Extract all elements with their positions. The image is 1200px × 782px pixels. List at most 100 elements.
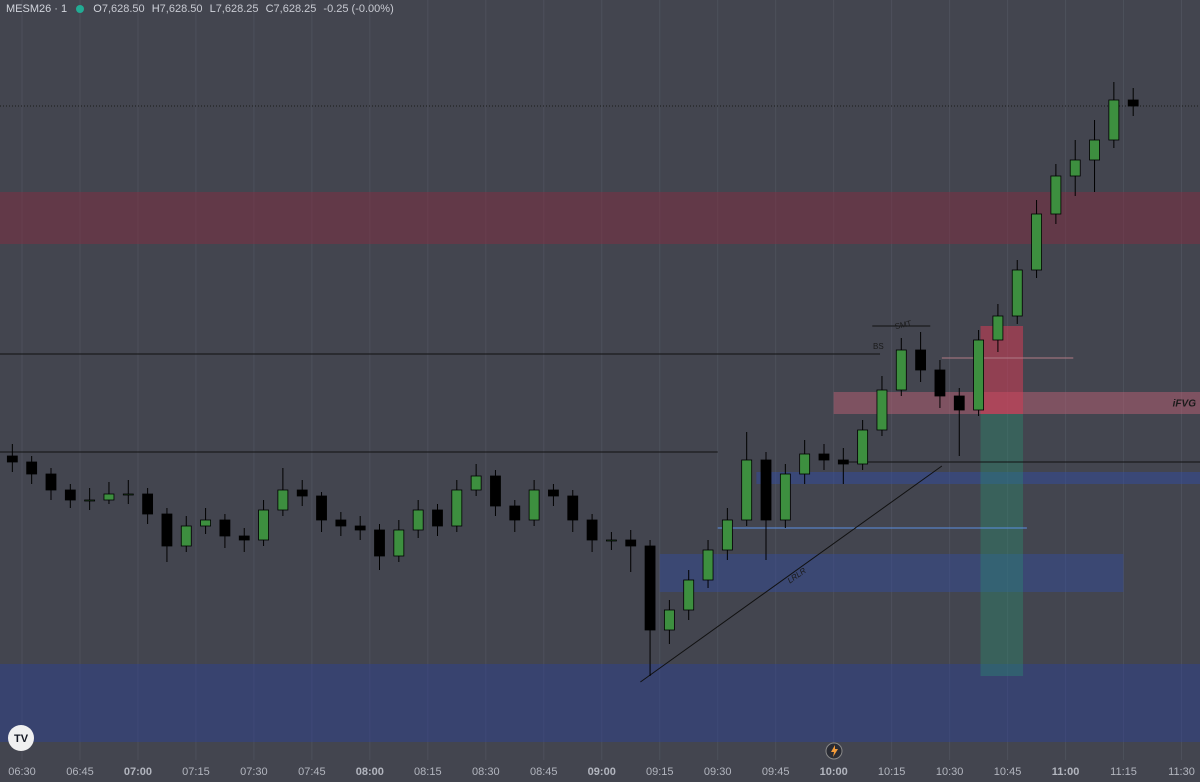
candle-body (45, 473, 57, 491)
candle-body (84, 499, 96, 502)
candle-body (490, 475, 501, 507)
zone (980, 326, 1024, 414)
h-value: 7,628.50 (159, 3, 203, 15)
x-tick-label: 11:00 (1052, 766, 1080, 778)
candle-body (470, 475, 482, 491)
bsl-label: BS (873, 342, 884, 351)
candle-body (122, 493, 134, 496)
x-tick-label: 06:30 (8, 766, 36, 778)
x-tick-label: 07:45 (298, 766, 326, 778)
candle-body (277, 489, 289, 511)
annotation-line (640, 465, 943, 683)
candle-body (393, 529, 405, 557)
x-tick-label: 07:00 (124, 766, 152, 778)
candle-body (779, 473, 791, 521)
x-tick-label: 07:15 (182, 766, 210, 778)
candle-body (548, 489, 559, 497)
candle-body (374, 529, 385, 557)
c-label: C (265, 3, 274, 15)
candle-body (1050, 175, 1062, 215)
x-tick-label: 08:15 (414, 766, 442, 778)
zone (0, 192, 1200, 244)
candle-body (219, 519, 231, 537)
x-tick-label: 10:45 (994, 766, 1022, 778)
candle-body (238, 535, 250, 541)
plot (0, 0, 1200, 760)
candle-body (702, 549, 714, 581)
change: -0.25 (-0.00%) (323, 3, 394, 15)
o-value: 7,628.50 (101, 3, 145, 15)
candle-body (412, 509, 424, 531)
candle-body (876, 389, 888, 431)
x-tick-label: 09:15 (646, 766, 674, 778)
l-value: 7,628.25 (215, 3, 259, 15)
candle-body (1127, 99, 1139, 107)
x-tick-label: 11:30 (1168, 766, 1195, 778)
x-tick-label: 10:30 (936, 766, 964, 778)
candle-body (161, 513, 173, 547)
candle-body (683, 579, 695, 611)
candle-body (895, 349, 907, 391)
x-tick-label: 07:30 (240, 766, 268, 778)
candle-body (625, 539, 637, 547)
x-tick-label: 09:30 (704, 766, 732, 778)
zone (980, 414, 1024, 676)
smt-label: SMT (894, 319, 912, 331)
candle-body (1108, 99, 1120, 141)
candle-body (296, 489, 308, 497)
candle-body (432, 509, 443, 527)
candle-body (354, 525, 366, 531)
candle-body (721, 519, 733, 551)
candle-body (509, 505, 521, 521)
event-bolt (831, 745, 838, 757)
candle-body (200, 519, 211, 527)
candle-body (451, 489, 463, 527)
x-tick-label: 10:00 (820, 766, 848, 778)
l-label: L (209, 3, 216, 15)
candle-body (741, 459, 753, 521)
x-tick-label: 09:00 (588, 766, 616, 778)
candle-body (992, 315, 1004, 341)
candle-body (316, 495, 327, 521)
candle-body (1069, 159, 1081, 177)
candle-body (915, 349, 927, 371)
logo-mark: TV (14, 733, 29, 745)
x-tick-label: 10:15 (878, 766, 906, 778)
status-dot (76, 5, 85, 13)
candle-body (818, 453, 830, 461)
candle-body (606, 539, 617, 542)
candle-body (567, 495, 579, 521)
candle-body (644, 545, 656, 631)
candle-body (1031, 213, 1042, 271)
zone (0, 664, 1200, 742)
candle-body (934, 369, 946, 397)
candle-body (528, 489, 540, 521)
logo[interactable] (8, 725, 34, 751)
candle-body (335, 519, 347, 527)
ifvg-label: iFVG (1173, 399, 1197, 410)
candle-body (953, 395, 965, 411)
candle-body (760, 459, 772, 521)
candle-body (1089, 139, 1100, 161)
x-tick-label: 08:00 (356, 766, 384, 778)
candle-body (973, 339, 984, 411)
x-tick-label: 06:45 (66, 766, 94, 778)
symbol: MESM26 · 1 (6, 3, 68, 15)
candle-body (142, 493, 154, 515)
candle-body (26, 461, 38, 475)
x-tick-label: 08:30 (472, 766, 500, 778)
candle-body (586, 519, 598, 541)
candle-body (663, 609, 675, 631)
candle-body (799, 453, 811, 475)
candle-body (64, 489, 76, 501)
candle-body (103, 493, 115, 501)
x-tick-label: 11:15 (1110, 766, 1137, 778)
candle-body (180, 525, 192, 547)
x-tick-label: 09:45 (762, 766, 790, 778)
candle-body (837, 459, 849, 465)
candle-body (6, 455, 18, 463)
zone (659, 554, 1124, 592)
zone (756, 472, 1200, 484)
x-tick-label: 08:45 (530, 766, 558, 778)
